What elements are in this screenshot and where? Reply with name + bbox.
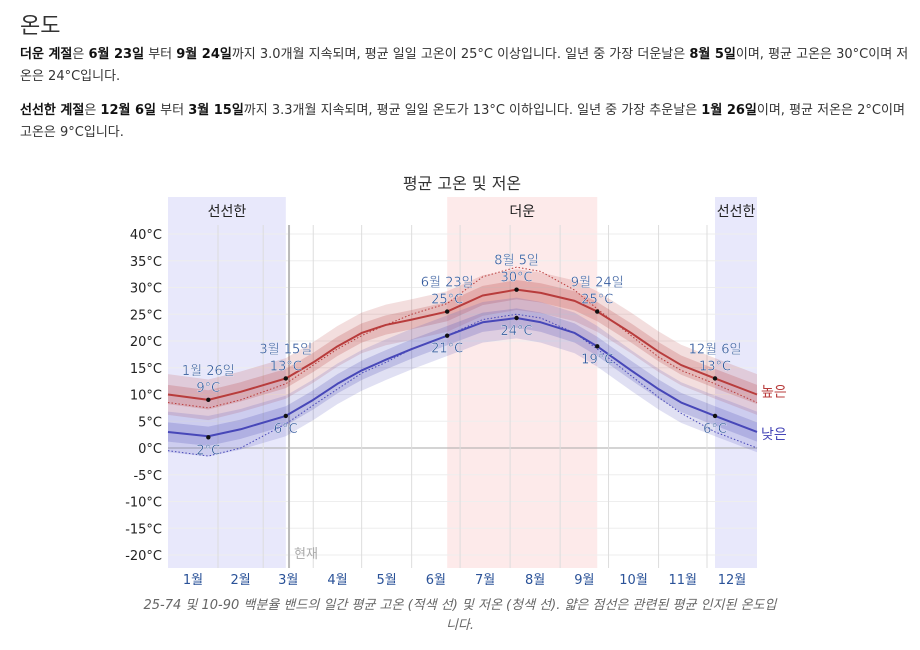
data-point-marker bbox=[514, 287, 519, 292]
coldest-day: 1월 26일 bbox=[701, 103, 757, 118]
month-label: 3월 bbox=[278, 573, 298, 588]
season-label: 선선한 bbox=[717, 204, 756, 220]
high-legend-label: 높은 bbox=[761, 385, 787, 401]
month-label: 7월 bbox=[475, 573, 495, 588]
chart-caption: 25-74 및 10-90 백분율 밴드의 일간 평균 고온 (적색 선) 및 … bbox=[143, 598, 777, 633]
month-label: 11월 bbox=[669, 573, 698, 588]
annotation-label: 25°C bbox=[581, 293, 613, 308]
now-label: 현재 bbox=[294, 547, 318, 562]
month-label: 6월 bbox=[426, 573, 446, 588]
annotation-label: 9°C bbox=[196, 381, 220, 396]
data-point-marker bbox=[595, 309, 600, 314]
annotation-label: 9월 24일 bbox=[571, 276, 624, 291]
low-perceived-line bbox=[167, 313, 758, 457]
y-tick-label: 20°C bbox=[130, 335, 162, 350]
month-label: 9월 bbox=[574, 573, 594, 588]
text: 부터 bbox=[144, 47, 177, 62]
data-point-marker bbox=[444, 309, 450, 314]
month-label: 8월 bbox=[525, 573, 545, 588]
y-tick-label: 5°C bbox=[138, 415, 162, 430]
cold-season-summary: 선선한 계절은 12월 6일 부터 3월 15일까지 3.3개월 지속되며, 평… bbox=[20, 100, 910, 144]
text: 이며, 평균 저온은 2°C이며 고온은 9°C입니다. bbox=[20, 103, 905, 140]
hot-season-summary: 더운 계절은 6월 23일 부터 9월 24일까지 3.0개월 지속되며, 평균… bbox=[20, 44, 910, 88]
annotation-label: 12월 6일 bbox=[689, 342, 742, 357]
annotation-label: 21°C bbox=[431, 342, 463, 357]
y-tick-label: -5°C bbox=[133, 469, 162, 484]
y-tick-label: -20°C bbox=[125, 549, 162, 564]
text: 은 bbox=[84, 103, 101, 118]
text: 까지 3.0개월 지속되며, 평균 일일 고온이 25°C 이상입니다. 일년 … bbox=[231, 47, 690, 62]
data-point-marker bbox=[514, 315, 519, 321]
annotation-label: 3월 15일 bbox=[259, 342, 312, 357]
y-tick-label: 30°C bbox=[130, 282, 162, 297]
annotation-label: 13°C bbox=[699, 359, 731, 374]
chart-title: 평균 고온 및 저온 bbox=[403, 174, 521, 193]
data-point-marker bbox=[712, 376, 718, 381]
data-point-marker bbox=[206, 435, 211, 440]
y-tick-label: 25°C bbox=[130, 308, 162, 323]
hot-end: 9월 24일 bbox=[176, 47, 232, 62]
y-tick-label: 15°C bbox=[130, 362, 162, 377]
y-tick-label: 40°C bbox=[130, 228, 162, 243]
data-point-marker bbox=[595, 344, 600, 349]
annotation-label: 2°C bbox=[196, 443, 220, 458]
low-legend-label: 낮은 bbox=[761, 427, 787, 443]
low-band-10-90 bbox=[168, 297, 757, 457]
y-tick-label: 10°C bbox=[130, 389, 162, 404]
data-point-marker bbox=[206, 397, 211, 403]
high-perceived-line bbox=[167, 266, 758, 409]
y-tick-label: -15°C bbox=[125, 522, 162, 537]
high-band-10-90 bbox=[168, 269, 757, 421]
low-temperature-line bbox=[167, 316, 758, 438]
annotation-label: 6°C bbox=[703, 422, 727, 437]
hot-season-label: 더운 계절 bbox=[20, 47, 73, 62]
text: 은 bbox=[72, 47, 89, 62]
annotation-label: 24°C bbox=[500, 324, 532, 339]
annotation-label: 13°C bbox=[270, 359, 302, 374]
month-label: 10월 bbox=[619, 573, 648, 588]
hot-start: 6월 23일 bbox=[88, 47, 145, 62]
season-label: 더운 bbox=[509, 204, 535, 220]
annotation-label: 30°C bbox=[500, 271, 532, 286]
data-point-marker bbox=[283, 413, 288, 419]
month-label: 4월 bbox=[327, 573, 347, 588]
month-label: 12월 bbox=[718, 573, 747, 588]
annotation-label: 6°C bbox=[274, 422, 298, 437]
annotation-label: 19°C bbox=[581, 352, 613, 367]
text: 이며, 평균 고온은 30°C이며 저온은 24°C입니다. bbox=[20, 47, 909, 84]
cold-end: 3월 15일 bbox=[188, 103, 244, 118]
text: 까지 3.3개월 지속되며, 평균 일일 온도가 13°C 이하입니다. 일년 … bbox=[243, 103, 702, 118]
annotation-label: 25°C bbox=[431, 293, 463, 308]
annotation-label: 1월 26일 bbox=[182, 364, 235, 379]
season-band bbox=[715, 197, 757, 568]
season-band bbox=[168, 197, 286, 568]
high-band-25-75 bbox=[168, 280, 757, 410]
page-title: 온도 bbox=[20, 14, 61, 39]
month-label: 5월 bbox=[377, 573, 397, 588]
month-label: 2월 bbox=[230, 573, 250, 588]
month-label: 1월 bbox=[183, 573, 203, 588]
y-tick-label: 0°C bbox=[138, 442, 162, 457]
cold-season-label: 선선한 계절 bbox=[20, 103, 85, 118]
annotation-label: 6월 23일 bbox=[421, 276, 474, 291]
y-tick-label: -10°C bbox=[125, 496, 162, 511]
y-tick-label: 35°C bbox=[130, 255, 162, 270]
data-point-marker bbox=[444, 333, 450, 338]
season-band bbox=[447, 197, 598, 568]
text: 부터 bbox=[156, 103, 189, 118]
data-point-marker bbox=[712, 413, 718, 419]
season-label: 선선한 bbox=[208, 204, 247, 220]
data-point-marker bbox=[283, 376, 288, 381]
high-temperature-line bbox=[167, 288, 758, 401]
hottest-day: 8월 5일 bbox=[689, 47, 736, 62]
cold-start: 12월 6일 bbox=[100, 103, 157, 118]
annotation-label: 8월 5일 bbox=[494, 254, 539, 269]
